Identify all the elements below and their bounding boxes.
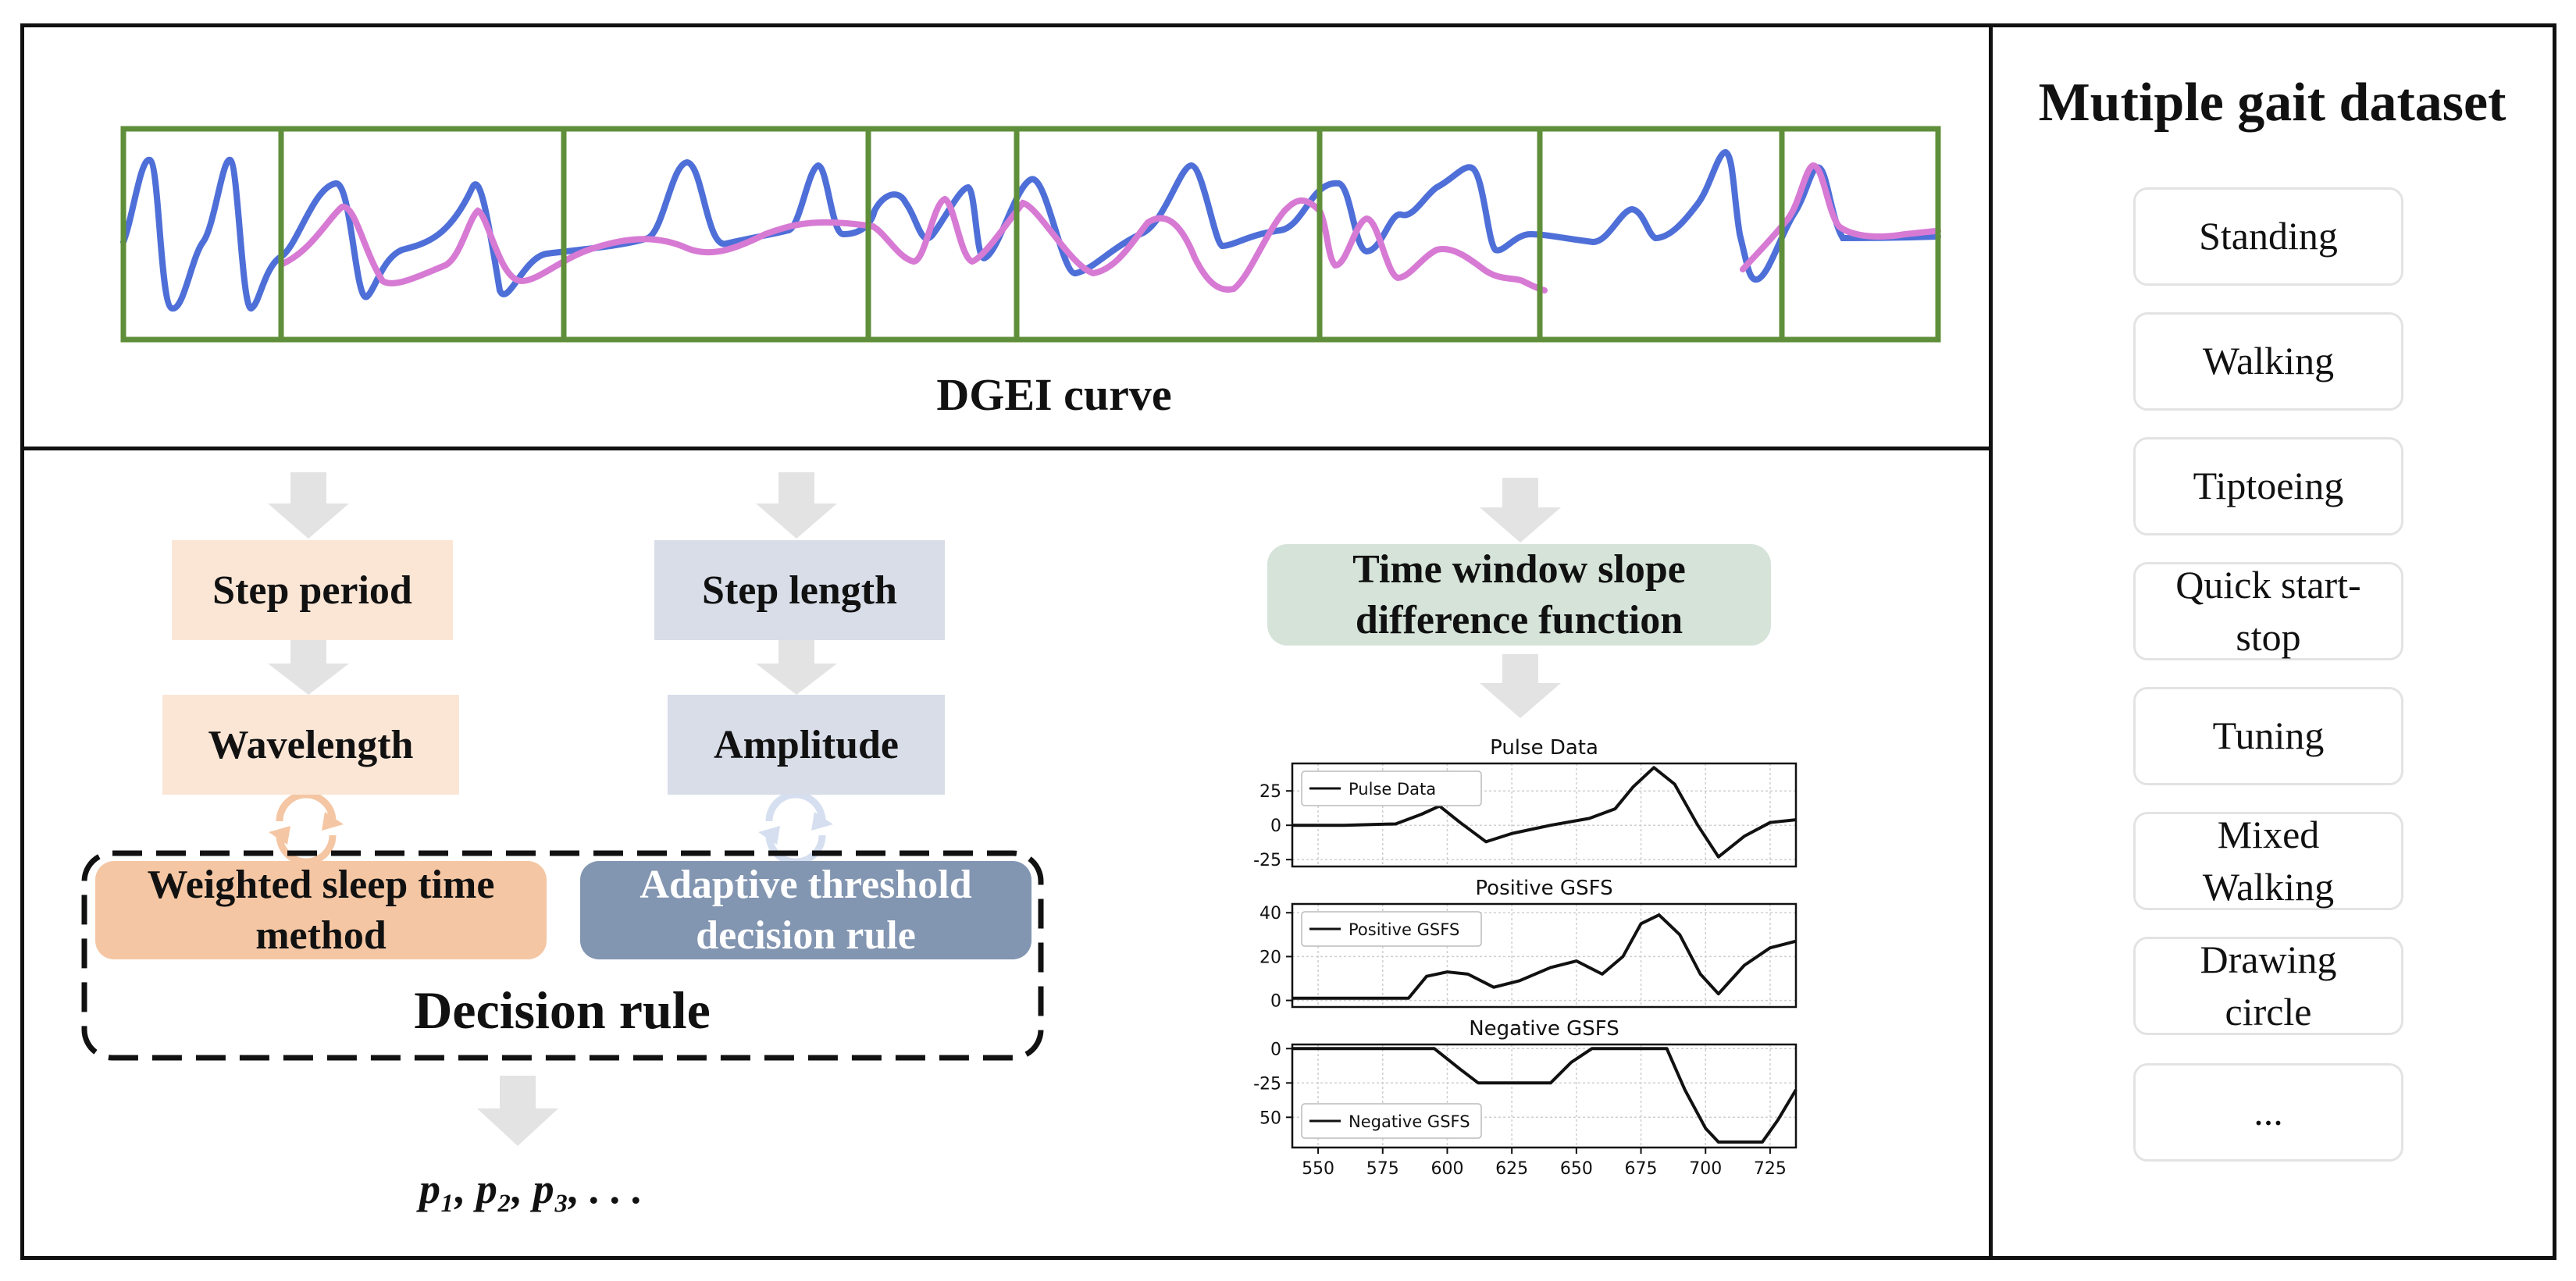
chart-ytick-label: 50 — [1259, 1108, 1281, 1128]
refresh-cycle-head — [322, 812, 344, 831]
flow-arrows — [81, 472, 1561, 1146]
dataset-item-mixed-walking: Mixed Walking — [2133, 812, 2403, 910]
arrow-down-icon — [1480, 478, 1561, 543]
weighted-sleep-time-method-box: Weighted sleep time method — [95, 861, 547, 959]
chart-xtick-label: 550 — [1302, 1159, 1334, 1179]
refresh-cycle-head — [811, 812, 833, 831]
refresh-cycle-head — [758, 826, 780, 845]
chart-legend-label: Positive GSFS — [1349, 920, 1459, 939]
chart-axes-frame — [1291, 762, 1797, 868]
adaptive-threshold-decision-rule-box: Adaptive threshold decision rule — [580, 861, 1031, 959]
chart-ytick-label: -25 — [1253, 851, 1281, 870]
chart-title: Negative GSFS — [1469, 1017, 1619, 1041]
chart-xtick-label: 700 — [1689, 1159, 1722, 1179]
wavelength-box: Wavelength — [162, 695, 459, 795]
dataset-item-standing: Standing — [2133, 187, 2403, 286]
chart-xtick-label: 600 — [1431, 1159, 1463, 1179]
chart-xtick-label: 625 — [1495, 1159, 1528, 1179]
refresh-cycle-arc — [765, 791, 826, 822]
chart-legend-label: Pulse Data — [1349, 780, 1436, 799]
arrow-down-icon — [268, 472, 349, 539]
time-window-slope-difference-function-box: Time window slope difference function — [1267, 544, 1771, 646]
gsfs-charts: Pulse Data 25 0 -25 Pulse Data Positive GSFS 4… — [1253, 736, 1797, 1179]
chart-legend-box — [1301, 770, 1482, 806]
chart-axes-frame — [1291, 1043, 1797, 1149]
chart-title: Pulse Data — [1490, 736, 1598, 760]
outer-frame — [20, 23, 2556, 1260]
output-probabilities: p₁, p₂, p₃, . . . — [419, 1165, 643, 1212]
dataset-item-ellipsis: ... — [2133, 1063, 2403, 1162]
refresh-cycle-arc — [276, 791, 337, 822]
right-panel-divider — [1989, 23, 1993, 1260]
refresh-cycle-head — [269, 826, 290, 845]
amplitude-box: Amplitude — [668, 695, 945, 795]
step-length-box: Step length — [654, 540, 945, 640]
decision-rule-label: Decision rule — [414, 980, 711, 1040]
chart-series-line — [1292, 766, 1797, 859]
dataset-item-tiptoeing: Tiptoeing — [2133, 437, 2403, 536]
decision-rule-dashed-frame — [81, 850, 1044, 1061]
chart-legend-box — [1301, 911, 1482, 947]
top-panel-divider — [20, 447, 1991, 450]
chart-title: Positive GSFS — [1475, 877, 1612, 900]
chart-legend-box — [1301, 1103, 1482, 1139]
chart-axes-frame — [1291, 902, 1797, 1009]
dataset-title: Mutiple gait dataset — [2038, 73, 2507, 133]
arrow-down-icon — [1480, 654, 1561, 718]
chart-series-line — [1292, 913, 1797, 1000]
chart-ytick-label: 25 — [1259, 782, 1281, 802]
arrow-down-icon — [756, 472, 837, 539]
chart-legend-label: Negative GSFS — [1349, 1112, 1470, 1131]
arrow-down-icon — [756, 640, 837, 695]
chart-xtick-label: 675 — [1625, 1159, 1658, 1179]
dgei-blue-curve — [120, 148, 1941, 312]
step-period-box: Step period — [172, 540, 453, 640]
arrow-down-icon — [477, 1076, 558, 1146]
chart-series-line — [1292, 1047, 1797, 1144]
dataset-item-drawing-circle: Drawing circle — [2133, 937, 2403, 1035]
dgei-window-outer — [120, 126, 1941, 343]
dataset-item-tuning: Tuning — [2133, 687, 2403, 785]
dgei-curve-label: DGEI curve — [936, 369, 1172, 420]
chart-ytick-label: 0 — [1270, 1040, 1281, 1059]
chart-xtick-label: 575 — [1366, 1159, 1399, 1179]
chart-xtick-label: 725 — [1754, 1159, 1787, 1179]
chart-ytick-label: 0 — [1270, 817, 1281, 836]
arrow-down-icon — [268, 640, 349, 695]
chart-ytick-label: -25 — [1253, 1074, 1281, 1094]
dgei-window-frames — [120, 126, 1941, 343]
dataset-item-walking: Walking — [2133, 312, 2403, 411]
chart-ytick-label: 40 — [1259, 904, 1281, 923]
chart-ytick-label: 20 — [1259, 948, 1281, 967]
dgei-curve-plot — [120, 126, 1941, 343]
dgei-magenta-curve — [280, 195, 1548, 294]
dataset-item-quick-start-stop: Quick start-stop — [2133, 562, 2403, 660]
chart-ytick-label: 0 — [1270, 992, 1281, 1012]
chart-xtick-label: 650 — [1560, 1159, 1593, 1179]
